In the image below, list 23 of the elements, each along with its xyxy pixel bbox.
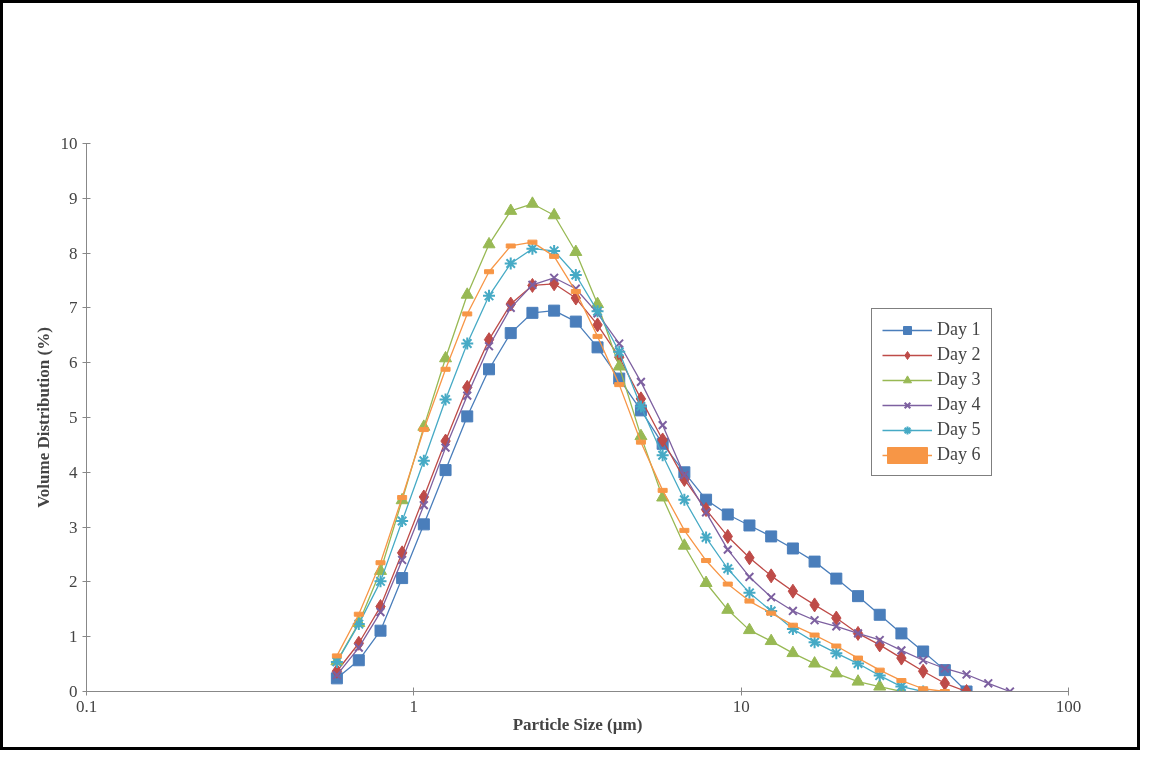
legend-label: Day 1 xyxy=(937,319,981,340)
legend-label: Day 3 xyxy=(937,369,981,390)
x-tick-label: 10 xyxy=(732,696,750,716)
legend-label: Day 5 xyxy=(937,419,981,440)
y-tick-label: 0 xyxy=(69,682,78,701)
x-axis-title: Particle Size (µm) xyxy=(512,714,643,734)
y-tick-label: 4 xyxy=(69,462,78,482)
y-tick-label: 2 xyxy=(69,572,78,592)
legend-label: Day 2 xyxy=(937,344,981,365)
y-tick-label: 3 xyxy=(69,517,78,537)
y-tick-label: 5 xyxy=(69,408,78,427)
y-tick-label: 7 xyxy=(69,298,78,318)
x-tick-label: 1 xyxy=(409,696,419,716)
y-tick-label: 6 xyxy=(69,353,78,373)
x-tick-label: 100 xyxy=(1055,696,1082,716)
y-tick-label: 1 xyxy=(69,627,78,647)
y-tick-label: 8 xyxy=(69,243,78,263)
legend-label: Day 4 xyxy=(937,394,981,415)
legend-label: Day 6 xyxy=(937,444,981,465)
y-axis-title: Volume Distribution (%) xyxy=(33,327,53,508)
y-tick-label: 10 xyxy=(60,134,78,153)
y-tick-label: 9 xyxy=(69,188,78,208)
x-tick-label: 0.1 xyxy=(75,696,98,716)
